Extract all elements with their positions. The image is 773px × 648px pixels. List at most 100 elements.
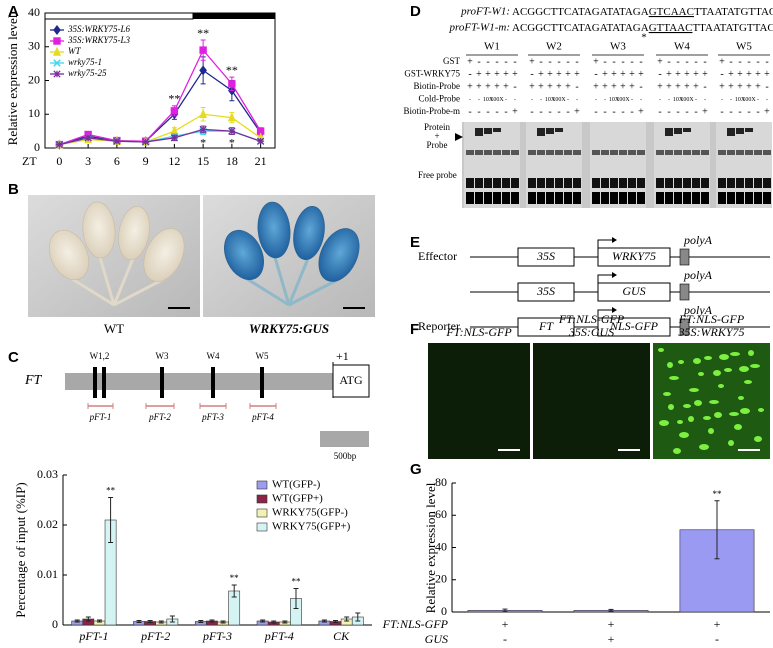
legend-label: wrky75-25 [68, 68, 107, 78]
legend-label: WT(GFP+) [272, 493, 323, 505]
lane-value: - [477, 106, 480, 117]
marker [227, 112, 236, 122]
gel-band [475, 128, 483, 136]
gel-band [628, 178, 636, 188]
lane-value: + [702, 69, 708, 80]
gel-band [718, 150, 726, 155]
lane-value: 10X [673, 97, 684, 103]
promoter-bar [65, 373, 335, 390]
marker [170, 134, 178, 142]
gel-band [555, 178, 563, 188]
lane-value: + [764, 106, 770, 117]
primer-label: pFT-1 [89, 412, 112, 422]
tss-arrow-head [612, 307, 617, 313]
marker [257, 137, 265, 145]
gel-band [683, 192, 691, 204]
legend-swatch [256, 508, 268, 518]
lane-value: - [729, 56, 732, 67]
lane-value: - [478, 97, 480, 103]
legend-label: WRKY75(GFP-) [272, 507, 348, 519]
gel-band [502, 178, 510, 188]
gel-band [493, 192, 501, 204]
gel-band [619, 150, 627, 155]
gel-band [665, 178, 673, 188]
gel-band [528, 150, 536, 155]
leaf [118, 205, 150, 261]
gel-band [493, 128, 501, 132]
micrograph-title: 35S:GUS [568, 325, 614, 339]
gfp-spot [689, 388, 699, 392]
tss-arrow [597, 274, 612, 283]
lane-value: - [530, 106, 533, 117]
lane-value: + [476, 81, 482, 92]
gfp-spot [699, 444, 709, 450]
gfp-spot [728, 440, 734, 446]
lane-value: + [638, 106, 644, 117]
marker [199, 65, 207, 76]
group-label: W1 [484, 41, 500, 53]
gfp-spot [718, 384, 724, 388]
lane-value: + [565, 81, 571, 92]
lane-value: + [620, 81, 626, 92]
lane-value: - [477, 56, 480, 67]
gel-band [718, 178, 726, 188]
lane-value: + [684, 69, 690, 80]
gel-band [754, 192, 762, 204]
gel-band [736, 128, 744, 134]
construct-label: Effector [418, 249, 457, 263]
lane-value: + [764, 69, 770, 80]
gel-band [573, 178, 581, 188]
lane-value: + [755, 81, 761, 92]
gel-band [610, 192, 618, 204]
lane-value: - [557, 106, 560, 117]
legend-label: 35S:WRKY75-L6 [67, 24, 131, 34]
lane-value: - [612, 106, 615, 117]
gel-band [511, 192, 519, 204]
gel-band [502, 150, 510, 155]
lane-value: + [565, 69, 571, 80]
lane-value: + [657, 56, 663, 67]
gel-band [763, 150, 771, 155]
gfp-spot [669, 376, 679, 380]
site-label: W3 [156, 351, 169, 361]
marker [199, 108, 208, 118]
lane-value: + [467, 81, 473, 92]
terminator-box [679, 283, 690, 301]
lane-value: - [747, 56, 750, 67]
legend-swatch [256, 522, 268, 532]
lane-value: - [612, 56, 615, 67]
sequence-part: ACGGCTTCATAGATATAGA [512, 22, 649, 34]
gel-band [528, 178, 536, 188]
sequence-part: GTTAAC [649, 22, 693, 34]
lane-value: - [566, 106, 569, 117]
panel-label: A [8, 3, 19, 20]
tss-arrow [597, 239, 612, 248]
lane-value: - [531, 97, 533, 103]
y-tick-label: 0 [52, 617, 58, 631]
gfp-spot [758, 408, 764, 412]
gfp-spot [673, 448, 681, 454]
lane-value: - [530, 69, 533, 80]
leaf [143, 228, 185, 282]
lane-value: + [737, 69, 743, 80]
condition-label: GUS [425, 632, 448, 646]
y-axis-label: Percentage of input (%IP) [13, 482, 28, 617]
marker [55, 141, 63, 149]
tss-arrow [597, 309, 612, 318]
panel-label: G [410, 461, 422, 478]
gel-band [674, 128, 682, 134]
site-mark [160, 367, 164, 398]
lane-value: - [703, 81, 706, 92]
lane-value: + [467, 56, 473, 67]
lane-value: + [611, 81, 617, 92]
gel-band [555, 150, 563, 155]
gfp-spot [730, 352, 740, 356]
lane-value: - [639, 56, 642, 67]
lane-value: + [556, 81, 562, 92]
scale-bar [320, 431, 369, 447]
lane-value: - [539, 56, 542, 67]
lane-value: - [630, 56, 633, 67]
x-tick-label: CK [333, 629, 350, 643]
